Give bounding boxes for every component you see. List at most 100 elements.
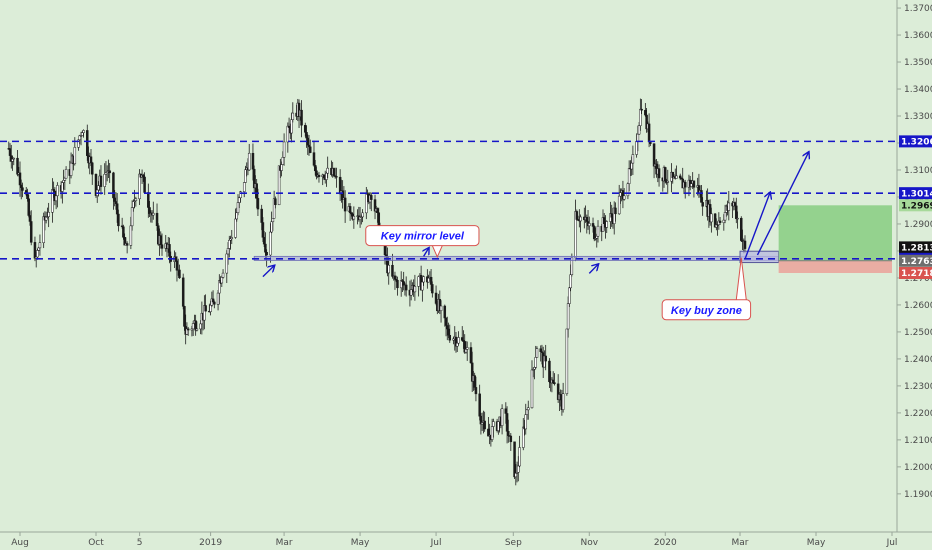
candle-body — [474, 387, 478, 395]
candle-body — [12, 157, 16, 160]
candle-body — [155, 212, 159, 226]
candle-body — [522, 426, 525, 448]
candle-body — [469, 347, 473, 364]
candle-body — [230, 237, 234, 240]
time-tick-label: Jul — [886, 538, 898, 548]
candle-body — [735, 205, 738, 220]
candle-body — [312, 152, 316, 166]
candle-body — [143, 176, 146, 193]
candle-body — [313, 165, 317, 172]
horizontal-levels[interactable] — [0, 140, 897, 260]
candle-body — [228, 239, 231, 249]
candle-body — [255, 183, 258, 199]
candle-body — [404, 284, 408, 291]
candle-body — [168, 244, 171, 257]
candle-body — [236, 202, 240, 214]
candle-body — [147, 192, 150, 208]
candle-body — [413, 286, 417, 293]
time-tick-label: Sep — [505, 538, 522, 548]
candle-body — [740, 217, 743, 241]
candle-body — [322, 174, 326, 179]
candle-body — [130, 207, 134, 227]
candle-body — [54, 195, 58, 202]
time-tick-label: 2020 — [654, 538, 677, 548]
candle-body — [610, 213, 613, 218]
candle-body — [281, 157, 285, 165]
candle-body — [387, 264, 390, 274]
candle-body — [596, 225, 600, 237]
candle-body — [575, 211, 579, 220]
time-tick-label: 2019 — [199, 538, 222, 548]
candle-body — [723, 212, 727, 221]
candle-body — [490, 426, 494, 440]
candle-body — [29, 221, 33, 243]
candle-body — [657, 168, 661, 179]
candle-body — [160, 244, 164, 249]
mirror-level-callout — [365, 225, 480, 247]
position-profit-zone — [778, 205, 892, 261]
candle-body — [235, 212, 239, 220]
time-tick-label: May — [807, 538, 826, 548]
candle-body — [265, 251, 268, 256]
direction-arrow — [756, 152, 808, 256]
candle-body — [269, 231, 272, 256]
candle-body — [585, 217, 589, 222]
candle-body — [191, 323, 195, 330]
time-axis[interactable]: Aug Oct 5 2019 Mar May Jul Sep Nov 2020 Mar May Jul — [0, 531, 932, 548]
direction-arrow — [424, 248, 429, 257]
candle-body — [692, 180, 696, 188]
candle-body — [422, 276, 425, 283]
candle-body — [513, 441, 516, 478]
candle-body — [264, 243, 267, 253]
direction-arrow — [588, 264, 598, 274]
candle-body — [561, 393, 565, 410]
candle-body — [409, 289, 413, 296]
candle-body — [376, 208, 379, 213]
price-badge-label: 1.32060 — [901, 138, 932, 148]
candle-body — [28, 215, 32, 222]
candle-body — [291, 112, 295, 120]
time-tick-label: Jul — [430, 538, 442, 548]
candle-body — [514, 473, 518, 478]
price-badge-label: 1.29691 — [901, 202, 932, 212]
candle-body — [675, 175, 678, 179]
candle-body — [534, 357, 537, 368]
candle-body — [588, 223, 591, 227]
candle-body — [417, 276, 420, 287]
candle-body — [251, 152, 255, 170]
callout-text: Key mirror level — [381, 231, 465, 243]
candle-body — [97, 185, 100, 191]
candle-body — [61, 182, 64, 192]
candle-body — [509, 435, 513, 443]
candle-body — [361, 212, 364, 218]
candle-body — [736, 217, 739, 220]
candle-body — [579, 216, 582, 222]
candle-body — [38, 242, 42, 249]
candle-body — [722, 219, 726, 223]
candle-body — [504, 408, 508, 414]
price-badges: 1.320601.301411.296911.281321.277081.276… — [899, 135, 932, 279]
price-tick-label: 1.21000 — [904, 436, 932, 446]
candle-body — [464, 349, 468, 353]
candle-body — [678, 175, 682, 179]
candle-body — [304, 124, 307, 133]
price-tick-label: 1.24000 — [904, 355, 932, 365]
candle-body — [221, 272, 225, 278]
candle-body — [242, 182, 246, 192]
candle-body — [439, 305, 443, 311]
price-tick-label: 1.33000 — [904, 112, 932, 122]
candle-body — [421, 281, 424, 291]
candle-body — [548, 360, 551, 383]
candle-body — [244, 169, 247, 183]
candle-body — [256, 198, 260, 210]
candle-body — [533, 367, 536, 370]
candle-body — [99, 175, 103, 187]
candle-body — [460, 337, 464, 341]
callouts-layer: Key mirror level Key buy zone — [365, 225, 752, 321]
candle-body — [36, 250, 39, 258]
candle-body — [186, 328, 190, 331]
candle-body — [473, 375, 476, 388]
candle-body — [352, 215, 356, 220]
